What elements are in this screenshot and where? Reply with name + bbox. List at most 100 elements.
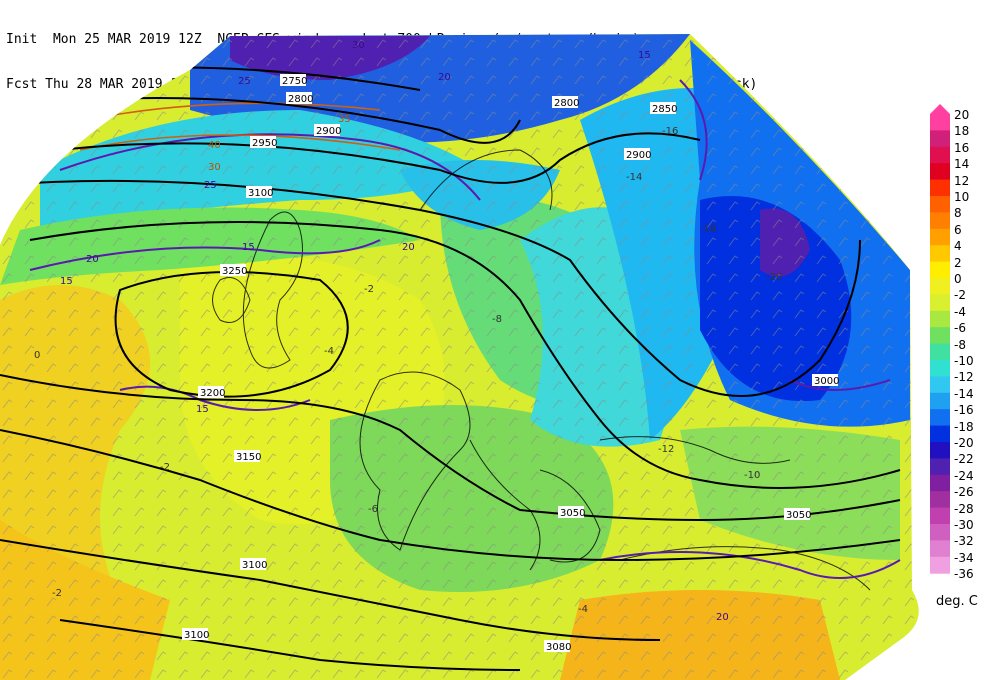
colorbar-unit: deg. C (936, 594, 978, 609)
colorbar-level-label: -24 (954, 468, 974, 483)
wind-label-15b: 15 (60, 276, 73, 287)
temp-label-0: 0 (34, 350, 40, 361)
height-label-3080: 3080 (546, 642, 571, 653)
wind-label-30: 30 (352, 40, 365, 51)
colorbar-swatch (930, 360, 950, 377)
colorbar-swatch (930, 196, 950, 213)
colorbar-swatch (930, 540, 950, 558)
temp-label-m2b: -2 (160, 462, 170, 473)
colorbar-swatch (930, 179, 950, 197)
colorbar-level-label: -18 (954, 419, 974, 434)
temp-label-m12: -12 (658, 444, 674, 455)
temp-label-m10: -10 (744, 470, 760, 481)
colorbar-swatch (930, 130, 950, 148)
wind-label-15: 15 (242, 242, 255, 253)
colorbar-swatch (930, 114, 950, 131)
height-label-3150: 3150 (236, 452, 261, 463)
colorbar-level-label: -20 (954, 436, 974, 450)
colorbar-level-label: 12 (954, 173, 970, 188)
colorbar-level-label: 6 (954, 222, 962, 237)
wind-label-30b: 30 (208, 162, 221, 173)
colorbar-level-label: 18 (954, 124, 970, 139)
wind-label-15c: 15 (196, 404, 209, 415)
colorbar-swatch (930, 507, 950, 525)
colorbar-level-label: -4 (954, 304, 966, 319)
wind-label-20: 20 (438, 72, 451, 83)
colorbar-swatch (930, 458, 950, 476)
height-label-2950: 2950 (252, 138, 277, 149)
wind-label-25: 25 (238, 76, 251, 87)
height-label-2850: 2850 (652, 104, 677, 115)
temp-label-m14: -14 (626, 172, 642, 183)
colorbar-level-label: -8 (954, 337, 966, 352)
colorbar-swatch (930, 425, 950, 443)
colorbar-level-label: 8 (954, 206, 962, 221)
height-label-3200: 3200 (200, 388, 225, 399)
height-label-2800-north: 2800 (554, 98, 579, 109)
colorbar-level-label: 14 (954, 157, 970, 172)
temp-label-m18: -18 (700, 224, 716, 235)
temp-label-m16: -16 (662, 126, 678, 137)
wind-label-20d: 20 (86, 254, 99, 265)
colorbar-level-label: -30 (954, 518, 974, 532)
colorbar-swatch (930, 376, 950, 394)
colorbar-swatch (930, 474, 950, 492)
colorbar-swatch (930, 327, 950, 345)
height-label-3100-sw: 3100 (184, 630, 209, 641)
height-label-3050-east: 3050 (786, 510, 811, 521)
temp-label-m4: -4 (324, 346, 334, 357)
colorbar-swatch (930, 556, 950, 574)
colorbar-level-label: -16 (954, 403, 974, 418)
colorbar-level-label: -34 (954, 550, 974, 565)
temp-label-m4b: -4 (578, 604, 588, 615)
height-label-2750: 2750 (282, 76, 307, 87)
temp-label-m20: -20 (766, 272, 782, 283)
colorbar-level-label: -32 (954, 534, 974, 549)
colorbar-swatch (930, 212, 950, 230)
wind-label-35: 35 (338, 114, 351, 125)
height-label-3250: 3250 (222, 266, 247, 277)
colorbar-level-label: -28 (954, 501, 974, 516)
colorbar-top-arrow (930, 104, 950, 114)
colorbar-level-label: -2 (954, 288, 966, 303)
colorbar-swatch (930, 294, 950, 312)
temp-label-m6: -6 (368, 504, 378, 515)
weather-map: 2750 2800 2850 2900 2900 2950 2800 3100 … (0, 34, 919, 680)
height-label-3100-south: 3100 (242, 560, 267, 571)
colorbar-level-label: -12 (954, 370, 974, 385)
temp-label-m2c: -2 (52, 588, 62, 599)
colorbar-level-label: 0 (954, 272, 962, 286)
colorbar-level-label: 10 (954, 190, 970, 204)
colorbar-swatch (930, 442, 950, 459)
colorbar-level-label: -6 (954, 321, 966, 336)
colorbar-swatch (930, 146, 950, 164)
height-label-3100: 3100 (248, 188, 273, 199)
height-label-2900-east: 2900 (626, 150, 651, 161)
temp-label-m8: -8 (492, 314, 502, 325)
height-label-3000: 3000 (814, 376, 839, 387)
colorbar-level-label: 4 (954, 239, 962, 254)
temperature-colorbar (930, 104, 950, 574)
height-label-3050: 3050 (560, 508, 585, 519)
colorbar-swatch (930, 392, 950, 410)
colorbar-swatch (930, 573, 950, 574)
colorbar-level-label: -36 (954, 567, 974, 582)
wind-label-40: 40 (208, 140, 221, 151)
wind-label-20b: 20 (402, 242, 415, 253)
wind-label-20c: 20 (716, 612, 729, 623)
temp-label-m2: -2 (364, 284, 374, 295)
colorbar-swatch (930, 278, 950, 295)
height-label-2800: 2800 (288, 94, 313, 105)
colorbar-swatch (930, 163, 950, 181)
colorbar-swatch (930, 310, 950, 328)
colorbar-swatch (930, 245, 950, 263)
wind-label-15d: 15 (638, 50, 651, 61)
colorbar-swatch (930, 524, 950, 541)
colorbar-level-label: 20 (954, 108, 970, 122)
colorbar-level-label: -26 (954, 485, 974, 500)
height-label-2900: 2900 (316, 126, 341, 137)
colorbar-level-label: -10 (954, 354, 974, 368)
colorbar-swatch (930, 491, 950, 509)
colorbar-swatch (930, 409, 950, 427)
colorbar-level-label: 2 (954, 255, 962, 270)
